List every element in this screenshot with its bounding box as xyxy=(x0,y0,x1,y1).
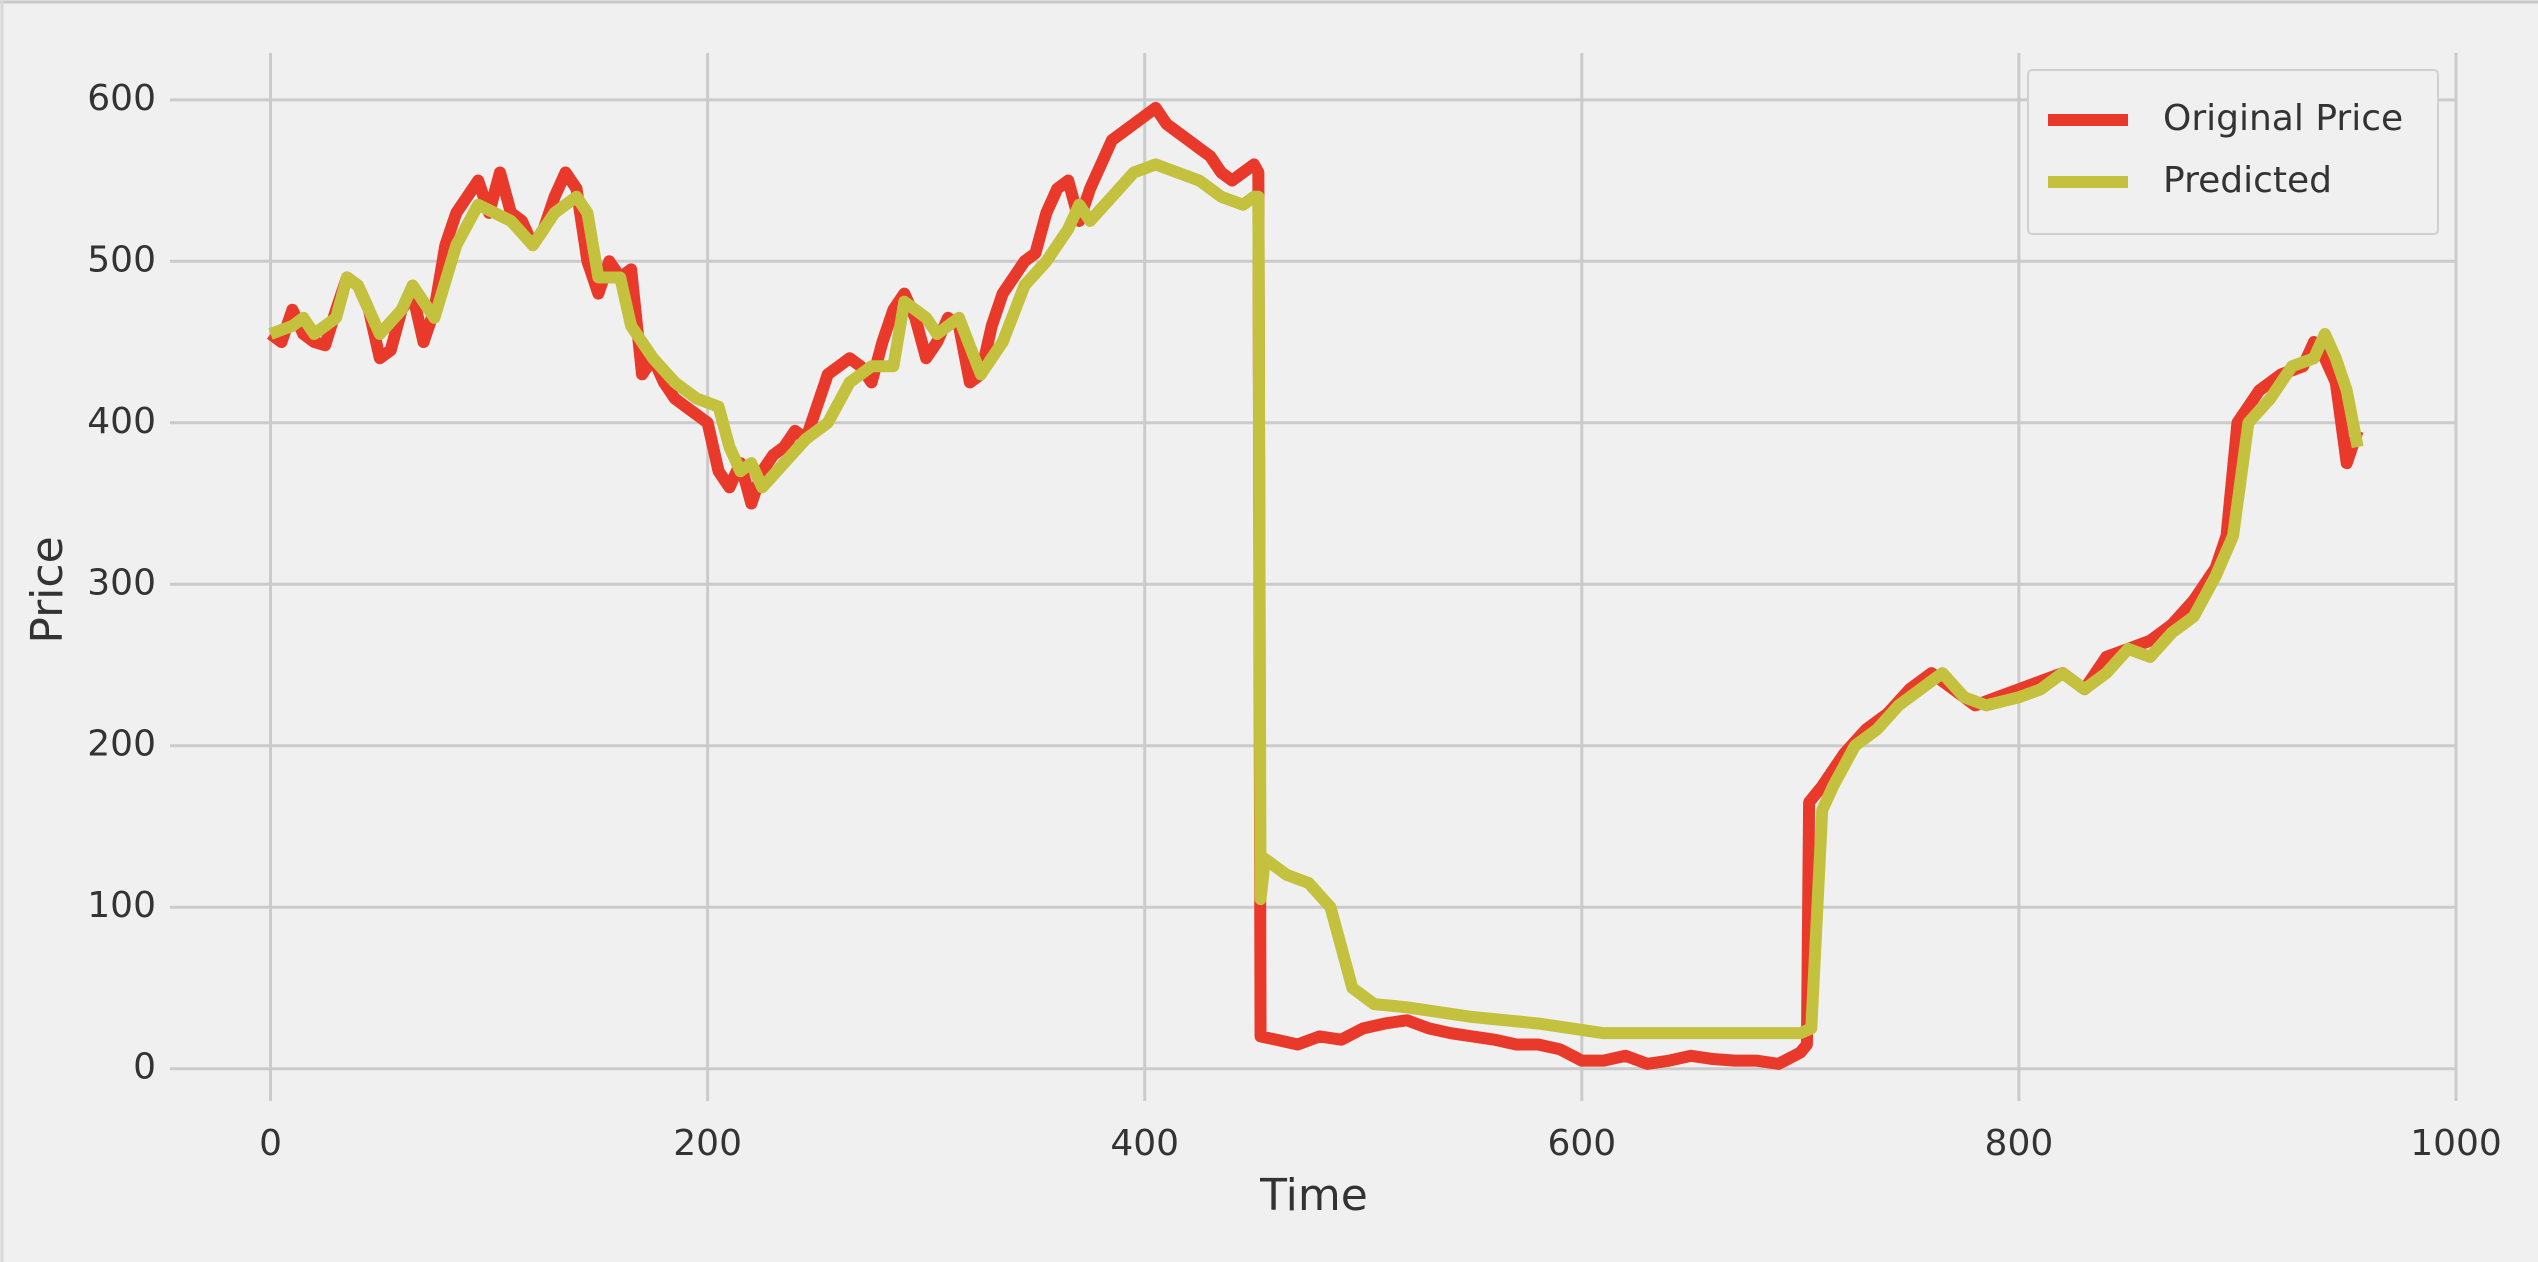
legend-label: Predicted xyxy=(2163,160,2332,201)
x-tick-label: 200 xyxy=(673,1123,742,1164)
x-tick-label: 0 xyxy=(259,1123,282,1164)
y-axis-label: Price xyxy=(22,536,73,643)
y-tick-label: 300 xyxy=(87,562,156,603)
y-tick-label: 200 xyxy=(87,724,156,765)
x-tick-label: 1000 xyxy=(2410,1123,2502,1164)
y-tick-label: 600 xyxy=(87,78,156,119)
y-tick-label: 400 xyxy=(87,401,156,442)
y-tick-label: 500 xyxy=(87,239,156,280)
legend-box xyxy=(2027,69,2439,235)
x-tick-label: 600 xyxy=(1547,1123,1616,1164)
x-axis-label: Time xyxy=(1259,1170,1368,1221)
series-line xyxy=(268,158,2364,1040)
y-tick-label: 100 xyxy=(87,885,156,926)
x-tick-label: 800 xyxy=(1985,1123,2054,1164)
legend-label: Original Price xyxy=(2163,98,2403,139)
y-tick-label: 0 xyxy=(133,1047,156,1088)
x-tick-label: 400 xyxy=(1110,1123,1179,1164)
